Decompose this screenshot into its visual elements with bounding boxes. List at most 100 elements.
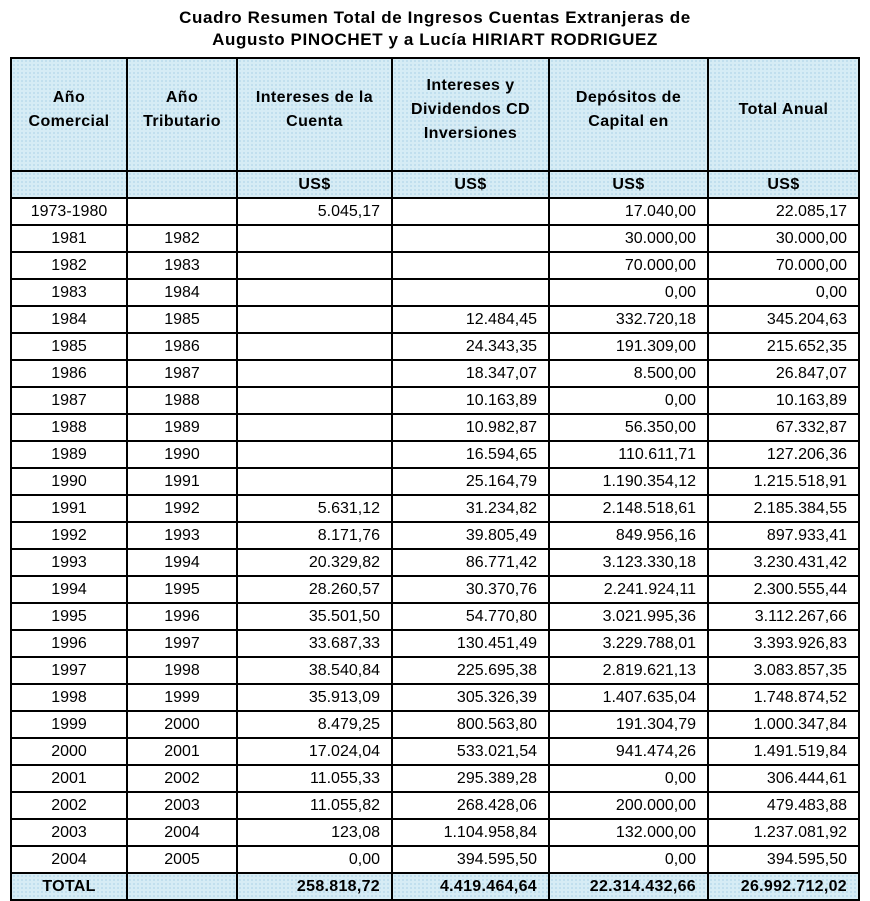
- table-row: 1987 1988 10.163,89 0,00 10.163,89: [10, 386, 860, 415]
- table-cell: 0,00: [548, 845, 709, 874]
- table-cell: 30.000,00: [548, 224, 709, 253]
- table-cell: 1989: [10, 440, 128, 469]
- table-cell: 1990: [126, 440, 238, 469]
- table-cell: 1990: [10, 467, 128, 496]
- table-cell: 11.055,33: [236, 764, 393, 793]
- table-cell: 1991: [10, 494, 128, 523]
- table-cell: 225.695,38: [391, 656, 550, 685]
- table-cell: 26.992.712,02: [707, 872, 860, 901]
- table-cell: 2000: [10, 737, 128, 766]
- table-cell: 1982: [10, 251, 128, 280]
- table-cell: 2003: [10, 818, 128, 847]
- table-cell: [391, 224, 550, 253]
- table-cell: 22.085,17: [707, 197, 860, 226]
- table-cell: [391, 278, 550, 307]
- column-header: Intereses de la Cuenta: [236, 57, 393, 172]
- table-cell: 295.389,28: [391, 764, 550, 793]
- page-title-line1: Cuadro Resumen Total de Ingresos Cuentas…: [179, 8, 691, 27]
- table-row: 2004 2005 0,00 394.595,50 0,00 394.595,50: [10, 845, 860, 874]
- table-cell: 1.104.958,84: [391, 818, 550, 847]
- table-row: 1981 1982 30.000,00 30.000,00: [10, 224, 860, 253]
- table-cell: [236, 278, 393, 307]
- column-header: Depósitos de Capital en: [548, 57, 709, 172]
- table-cell: 35.501,50: [236, 602, 393, 631]
- unit-cell: US$: [548, 170, 709, 199]
- table-cell: 1987: [126, 359, 238, 388]
- table-cell: 127.206,36: [707, 440, 860, 469]
- table-cell: 1993: [10, 548, 128, 577]
- table-cell: 2003: [126, 791, 238, 820]
- table-cell: 2002: [10, 791, 128, 820]
- table-cell: 1.491.519,84: [707, 737, 860, 766]
- table-row: 1986 1987 18.347,07 8.500,00 26.847,07: [10, 359, 860, 388]
- table-cell: 110.611,71: [548, 440, 709, 469]
- table-cell: 38.540,84: [236, 656, 393, 685]
- table-cell: 2.148.518,61: [548, 494, 709, 523]
- table-cell: 3.112.267,66: [707, 602, 860, 631]
- table-cell: 10.982,87: [391, 413, 550, 442]
- table-cell: 1995: [10, 602, 128, 631]
- table-cell: 2.300.555,44: [707, 575, 860, 604]
- table-cell: 5.045,17: [236, 197, 393, 226]
- table-cell: 1.190.354,12: [548, 467, 709, 496]
- table-cell: 2004: [126, 818, 238, 847]
- table-cell: TOTAL: [10, 872, 128, 901]
- table-cell: 2000: [126, 710, 238, 739]
- table-cell: 1.000.347,84: [707, 710, 860, 739]
- table-cell: 24.343,35: [391, 332, 550, 361]
- table-cell: 16.594,65: [391, 440, 550, 469]
- table-row: 1995 1996 35.501,50 54.770,80 3.021.995,36 3.…: [10, 602, 860, 631]
- column-header: Intereses y Dividendos CD Inversiones: [391, 57, 550, 172]
- table-row: 1984 1985 12.484,45 332.720,18 345.204,63: [10, 305, 860, 334]
- table-cell: [236, 440, 393, 469]
- table-cell: 22.314.432,66: [548, 872, 709, 901]
- summary-table: Año Comercial Año Tributario Intereses de …: [10, 57, 860, 901]
- table-cell: 10.163,89: [707, 386, 860, 415]
- table-cell: 2.819.621,13: [548, 656, 709, 685]
- table-cell: 8.500,00: [548, 359, 709, 388]
- table-cell: 1985: [126, 305, 238, 334]
- table-cell: 4.419.464,64: [391, 872, 550, 901]
- table-cell: 1983: [126, 251, 238, 280]
- table-cell: 1989: [126, 413, 238, 442]
- table-cell: [236, 467, 393, 496]
- table-cell: 897.933,41: [707, 521, 860, 550]
- table-cell: 1994: [126, 548, 238, 577]
- table-cell: 35.913,09: [236, 683, 393, 712]
- table-cell: 1998: [126, 656, 238, 685]
- table-cell: 0,00: [707, 278, 860, 307]
- table-cell: [236, 251, 393, 280]
- table-cell: 3.021.995,36: [548, 602, 709, 631]
- table-cell: 5.631,12: [236, 494, 393, 523]
- table-cell: 3.229.788,01: [548, 629, 709, 658]
- table-cell: 31.234,82: [391, 494, 550, 523]
- table-cell: 1984: [10, 305, 128, 334]
- table-cell: 25.164,79: [391, 467, 550, 496]
- table-row: 1996 1997 33.687,33 130.451,49 3.229.788,01 3…: [10, 629, 860, 658]
- table-cell: 200.000,00: [548, 791, 709, 820]
- unit-cell: [126, 170, 238, 199]
- table-cell: 0,00: [548, 386, 709, 415]
- table-cell: 10.163,89: [391, 386, 550, 415]
- table-cell: 1981: [10, 224, 128, 253]
- table-cell: 1994: [10, 575, 128, 604]
- table-cell: 1982: [126, 224, 238, 253]
- table-cell: 1983: [10, 278, 128, 307]
- table-cell: 18.347,07: [391, 359, 550, 388]
- table-row: 2000 2001 17.024,04 533.021,54 941.474,26 1.4…: [10, 737, 860, 766]
- table-header: Año Comercial Año Tributario Intereses de …: [10, 57, 860, 172]
- table-cell: 0,00: [548, 764, 709, 793]
- table-cell: 70.000,00: [548, 251, 709, 280]
- table-cell: [236, 386, 393, 415]
- table-cell: 39.805,49: [391, 521, 550, 550]
- column-header: Total Anual: [707, 57, 860, 172]
- table-row: 1988 1989 10.982,87 56.350,00 67.332,87: [10, 413, 860, 442]
- table-cell: [236, 305, 393, 334]
- unit-cell: US$: [236, 170, 393, 199]
- table-cell: 1999: [126, 683, 238, 712]
- table-row: 1991 1992 5.631,12 31.234,82 2.148.518,61 2.1…: [10, 494, 860, 523]
- table-row: 1973-1980 5.045,17 17.040,00 22.085,17: [10, 197, 860, 226]
- total-row: TOTAL 258.818,72 4.419.464,64 22.314.432,66…: [10, 872, 860, 901]
- table-cell: [236, 332, 393, 361]
- table-row: 1989 1990 16.594,65 110.611,71 127.206,36: [10, 440, 860, 469]
